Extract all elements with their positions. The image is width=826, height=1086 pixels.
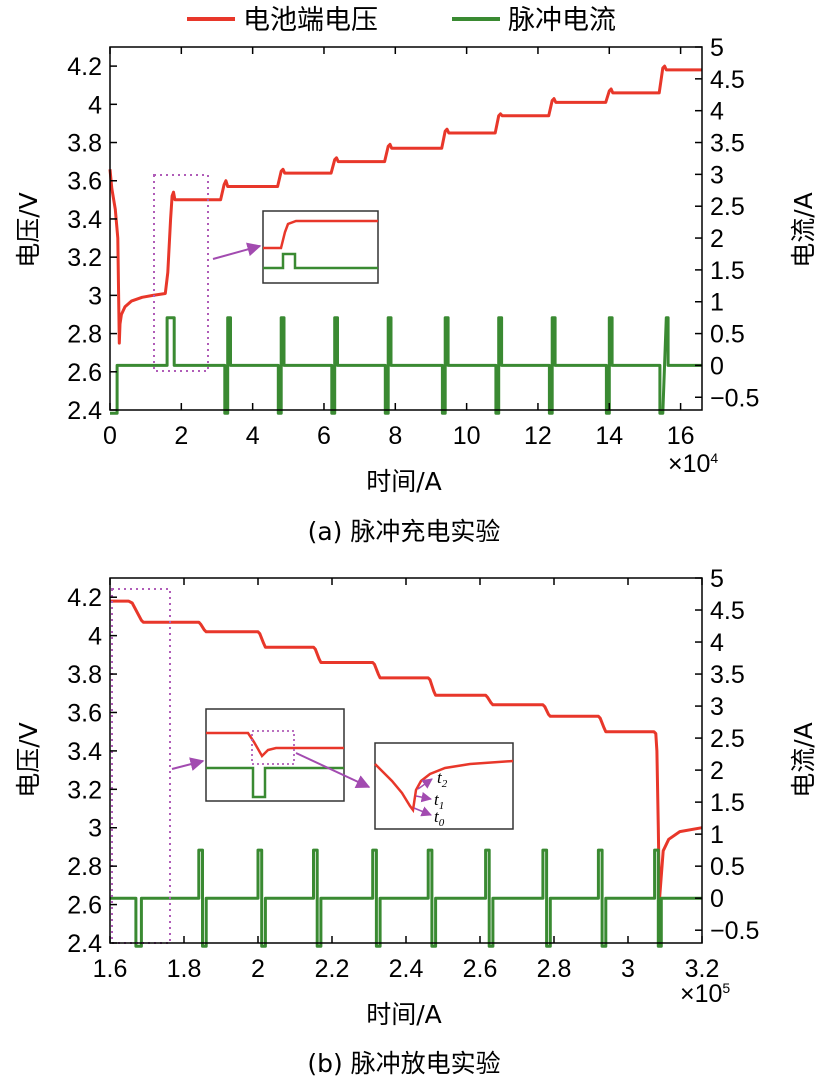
discharge-y-tick-label: 3.4 xyxy=(67,738,102,766)
discharge-voltage-line xyxy=(110,599,703,903)
charge-y2-tick-label: 1 xyxy=(710,289,724,317)
charge-y-tick-label: 4.2 xyxy=(67,53,102,81)
discharge-y-tick-label: 4.2 xyxy=(67,584,102,612)
discharge-y-tick-label: 3.6 xyxy=(67,699,102,727)
charge-x-axis-label: 时间/A xyxy=(366,467,442,496)
charge-voltage-line xyxy=(108,64,702,345)
charge-y2-tick-label: −0.5 xyxy=(710,384,759,412)
charge-x-multiplier: ×104 xyxy=(668,450,718,478)
dotted-zoom-box xyxy=(153,174,209,372)
t2-label: t2 xyxy=(437,768,448,790)
chart-charging: 0 2 4 6 8 10 12 14 162.42.62.833.23.43.63.844.2−… xyxy=(67,34,759,450)
dotted-zoom-box-b xyxy=(111,588,171,944)
charge-y-tick-label: 3.6 xyxy=(67,168,102,196)
discharge-y-tick-label: 2.8 xyxy=(67,853,102,881)
discharge-y2-tick-label: 3.5 xyxy=(710,661,745,689)
discharge-x-tick-label: 1.6 xyxy=(93,955,128,983)
charge-x-tick-label: 16 xyxy=(667,422,695,450)
discharge-y2-tick-label: 0 xyxy=(710,885,724,913)
discharge-x-tick-label: 2.6 xyxy=(463,955,498,983)
discharge-y-tick-label: 2.4 xyxy=(67,930,102,958)
charge-y-tick-label: 4 xyxy=(88,91,102,119)
discharge-caption: (b) 脉冲放电实验 xyxy=(307,1049,500,1078)
charge-y-tick-label: 2.6 xyxy=(67,359,102,387)
charge-x-tick-label: 8 xyxy=(388,422,402,450)
discharge-current-line xyxy=(110,848,702,948)
t1-label: t1 xyxy=(434,790,444,812)
discharge-x-multiplier: ×105 xyxy=(680,980,730,1008)
discharge-y2-tick-label: −0.5 xyxy=(710,917,759,945)
charge-x-tick-label: 12 xyxy=(524,422,552,450)
discharge-y2-tick-label: 3 xyxy=(710,693,724,721)
discharge-y2-tick-label: 5 xyxy=(710,565,724,593)
charge-y2-tick-label: 0 xyxy=(710,352,724,380)
charge-y2-tick-label: 1.5 xyxy=(710,257,745,285)
t0-label: t0 xyxy=(434,807,445,829)
discharge-y-tick-label: 3.8 xyxy=(67,661,102,689)
discharge-x-tick-label: 2 xyxy=(251,955,265,983)
discharge-y2-tick-label: 1.5 xyxy=(710,789,745,817)
charge-y2-tick-label: 2.5 xyxy=(710,193,745,221)
inset-detail: t2 t1 t0 xyxy=(374,742,514,830)
legend: 电池端电压 脉冲电流 xyxy=(187,5,616,36)
discharge-y-axis-label: 电压/V xyxy=(14,722,43,798)
discharge-y2-tick-label: 1 xyxy=(710,821,724,849)
charge-y2-tick-label: 5 xyxy=(710,34,724,62)
zoom-arrow-b1 xyxy=(171,757,205,771)
discharge-x-axis-label: 时间/A xyxy=(366,1000,442,1029)
discharge-x-tick-label: 1.8 xyxy=(167,955,202,983)
discharge-y-tick-label: 2.6 xyxy=(67,892,102,920)
zoom-arrow xyxy=(212,242,262,260)
zoom-arrow-b2 xyxy=(295,752,371,789)
charge-y-tick-label: 3 xyxy=(88,282,102,310)
charge-current-line xyxy=(110,316,702,415)
discharge-x-tick-label: 2.4 xyxy=(389,955,424,983)
discharge-y2-tick-label: 0.5 xyxy=(710,853,745,881)
charge-x-tick-label: 6 xyxy=(317,422,331,450)
charge-y-tick-label: 3.4 xyxy=(67,206,102,234)
t1-arrow xyxy=(415,791,433,803)
charge-x-tick-label: 4 xyxy=(246,422,260,450)
inset-discharge xyxy=(205,708,345,802)
charge-x-tick-label: 10 xyxy=(453,422,481,450)
charge-y2-tick-label: 3 xyxy=(710,161,724,189)
discharge-y2-tick-label: 2 xyxy=(710,757,724,785)
legend-current-label: 脉冲电流 xyxy=(508,5,616,36)
discharge-y-tick-label: 3.2 xyxy=(67,776,102,804)
charge-x-tick-label: 0 xyxy=(103,422,117,450)
charge-y-tick-label: 2.8 xyxy=(67,321,102,349)
charge-y2-tick-label: 4.5 xyxy=(710,66,745,94)
charge-x-tick-label: 2 xyxy=(174,422,188,450)
charge-y-tick-label: 3.2 xyxy=(67,244,102,272)
charge-y-tick-label: 2.4 xyxy=(67,397,102,425)
charge-y-axis-label: 电压/V xyxy=(14,192,43,268)
charge-y2-axis-label: 电流/A xyxy=(789,192,818,268)
charge-y-tick-label: 3.8 xyxy=(67,130,102,158)
charge-y2-tick-label: 2 xyxy=(710,225,724,253)
discharge-y2-tick-label: 4.5 xyxy=(710,597,745,625)
t0-arrow xyxy=(413,806,432,817)
discharge-x-tick-label: 3.2 xyxy=(685,955,720,983)
discharge-y-tick-label: 3 xyxy=(88,815,102,843)
legend-voltage-label: 电池端电压 xyxy=(243,5,378,36)
t2-arrow xyxy=(417,778,433,790)
charge-y2-tick-label: 0.5 xyxy=(710,321,745,349)
charge-y2-tick-label: 4 xyxy=(710,98,724,126)
chart-discharging: t2 t1 t0 1.6 1.8 2 2.2 2.4 2.6 2.8 3 3.2 2.4 2.6 2.… xyxy=(67,565,759,983)
charge-axes-frame xyxy=(109,46,703,411)
inset-charge xyxy=(262,210,379,284)
discharge-y2-tick-label: 4 xyxy=(710,629,724,657)
charge-y2-tick-label: 3.5 xyxy=(710,130,745,158)
discharge-y2-axis-label: 电流/A xyxy=(789,722,818,798)
charge-caption: (a) 脉冲充电实验 xyxy=(308,517,501,546)
discharge-y-tick-label: 4 xyxy=(88,623,102,651)
charge-x-tick-label: 14 xyxy=(595,422,623,450)
discharge-y2-tick-label: 2.5 xyxy=(710,725,745,753)
discharge-x-tick-label: 3 xyxy=(621,955,635,983)
discharge-x-tick-label: 2.2 xyxy=(315,955,350,983)
discharge-x-tick-label: 2.8 xyxy=(537,955,572,983)
